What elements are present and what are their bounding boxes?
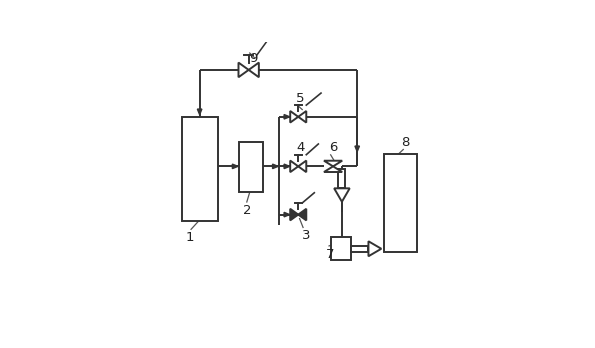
Text: 5: 5 (296, 92, 305, 105)
Polygon shape (249, 63, 259, 77)
Polygon shape (198, 109, 202, 114)
Polygon shape (324, 161, 342, 166)
Text: 4: 4 (296, 141, 305, 154)
Bar (239, 142, 264, 192)
Bar (339, 169, 346, 188)
Bar (331, 237, 351, 260)
Bar (384, 154, 418, 252)
Text: 2: 2 (243, 204, 252, 217)
Text: 3: 3 (302, 229, 310, 242)
Text: 8: 8 (402, 136, 410, 149)
Bar (181, 117, 218, 221)
Polygon shape (298, 160, 306, 172)
Polygon shape (368, 241, 381, 256)
Polygon shape (290, 160, 298, 172)
Text: 7: 7 (327, 248, 335, 261)
Polygon shape (355, 146, 359, 152)
Polygon shape (290, 111, 298, 122)
Polygon shape (298, 209, 306, 220)
Text: 9: 9 (249, 53, 258, 65)
Polygon shape (290, 209, 298, 220)
Text: 6: 6 (329, 141, 337, 154)
Polygon shape (324, 166, 342, 172)
Polygon shape (284, 164, 290, 169)
Polygon shape (284, 114, 290, 119)
Bar (351, 246, 368, 252)
Polygon shape (233, 164, 238, 169)
Polygon shape (239, 63, 249, 77)
Text: 1: 1 (186, 231, 194, 244)
Polygon shape (334, 188, 350, 202)
Polygon shape (284, 212, 290, 217)
Polygon shape (298, 111, 306, 122)
Polygon shape (273, 164, 278, 169)
